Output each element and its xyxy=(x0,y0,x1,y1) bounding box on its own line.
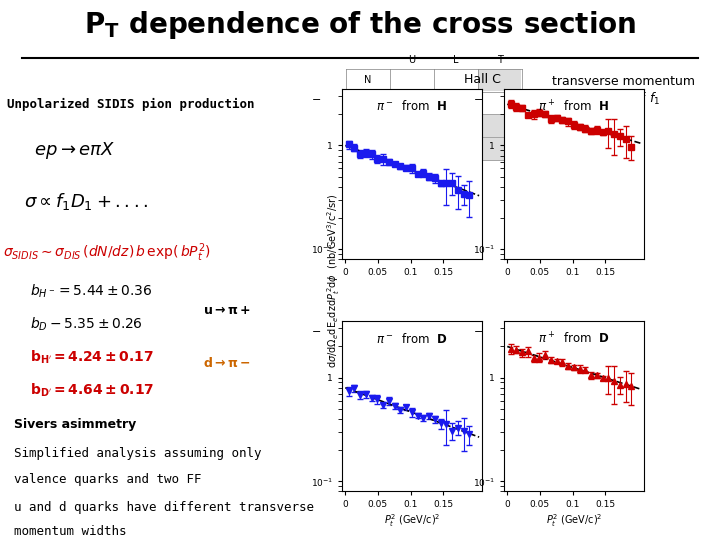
X-axis label: $P_t^2$ (GeV/c)$^2$: $P_t^2$ (GeV/c)$^2$ xyxy=(384,512,441,529)
Text: $\pi^+$  from  $\mathbf{D}$: $\pi^+$ from $\mathbf{D}$ xyxy=(539,332,610,347)
Text: U: U xyxy=(408,55,415,65)
Text: $-$: $-$ xyxy=(311,325,321,335)
Text: $\pi^+$  from  $\mathbf{H}$: $\pi^+$ from $\mathbf{H}$ xyxy=(539,99,610,114)
Text: T.: T. xyxy=(364,121,372,131)
Text: T: T xyxy=(365,144,371,154)
Bar xyxy=(479,69,521,91)
Text: u and d quarks have different transverse: u and d quarks have different transverse xyxy=(14,502,313,515)
Text: transverse momentum
dependence of $f_1$: transverse momentum dependence of $f_1$ xyxy=(552,75,695,107)
Text: $\mathbf{P_T}$ dependence of the cross section: $\mathbf{P_T}$ dependence of the cross s… xyxy=(84,9,636,40)
Bar xyxy=(435,138,477,160)
Text: momentum widths: momentum widths xyxy=(14,525,126,538)
Text: L: L xyxy=(453,55,459,65)
Text: U: U xyxy=(364,98,372,108)
Text: N: N xyxy=(364,75,372,85)
Text: $\mathbf{u\rightarrow\pi+}$: $\mathbf{u\rightarrow\pi+}$ xyxy=(203,304,251,318)
Text: $\mathbf{d\rightarrow\pi-}$: $\mathbf{d\rightarrow\pi-}$ xyxy=(203,355,251,369)
Text: Simplified analysis assuming only: Simplified analysis assuming only xyxy=(14,447,261,460)
Text: $b_{H^-} = 5.44\pm0.36$: $b_{H^-} = 5.44\pm0.36$ xyxy=(30,282,153,300)
Text: $ep \rightarrow e\pi X$: $ep \rightarrow e\pi X$ xyxy=(34,140,115,161)
Text: Hall C: Hall C xyxy=(464,72,501,86)
Text: valence quarks and two FF: valence quarks and two FF xyxy=(14,473,201,486)
Text: $\sigma_{SIDIS}\sim \sigma_{DIS}\,(dN/dz)\,b\,\exp(\,bP_t^2)$: $\sigma_{SIDIS}\sim \sigma_{DIS}\,(dN/dz… xyxy=(4,242,211,264)
Bar xyxy=(479,138,521,160)
Bar xyxy=(392,92,432,113)
Text: $-$: $-$ xyxy=(311,93,321,103)
Text: $-$: $-$ xyxy=(473,325,483,335)
Text: Unpolarized SIDIS pion production: Unpolarized SIDIS pion production xyxy=(6,98,254,111)
Bar xyxy=(347,138,389,160)
Text: $b_D - 5.35 \pm0.26$: $b_D - 5.35 \pm0.26$ xyxy=(30,315,143,333)
Text: $f_1$: $f_1$ xyxy=(407,96,417,110)
X-axis label: $P_t^2$ (GeV/c)$^2$: $P_t^2$ (GeV/c)$^2$ xyxy=(546,512,603,529)
Text: $\mathbf{b_{H'} = 4.24\pm0.17}$: $\mathbf{b_{H'} = 4.24\pm0.17}$ xyxy=(30,349,154,366)
Text: $\pi^-$  from  $\mathbf{H}$: $\pi^-$ from $\mathbf{H}$ xyxy=(377,99,448,113)
Bar xyxy=(479,115,521,137)
Text: $\mathbf{b_{D'} = 4.64\pm0.17}$: $\mathbf{b_{D'} = 4.64\pm0.17}$ xyxy=(30,382,155,400)
Text: $\sigma \propto f_1 D_1 + ....$: $\sigma \propto f_1 D_1 + ....$ xyxy=(24,191,148,212)
Text: $\pi^-$  from  $\mathbf{D}$: $\pi^-$ from $\mathbf{D}$ xyxy=(377,332,448,346)
Text: $-$: $-$ xyxy=(473,93,483,103)
Text: Sivers asimmetry: Sivers asimmetry xyxy=(14,418,136,431)
Text: T: T xyxy=(497,55,503,65)
Text: d$\sigma$/d$\Omega_e$dE$_e$dzd$P_t^{\,2}$d$\phi$  (nb/GeV$^3$/c$^2$/sr): d$\sigma$/d$\Omega_e$dE$_e$dzd$P_t^{\,2}… xyxy=(325,193,342,368)
Bar xyxy=(435,115,477,137)
